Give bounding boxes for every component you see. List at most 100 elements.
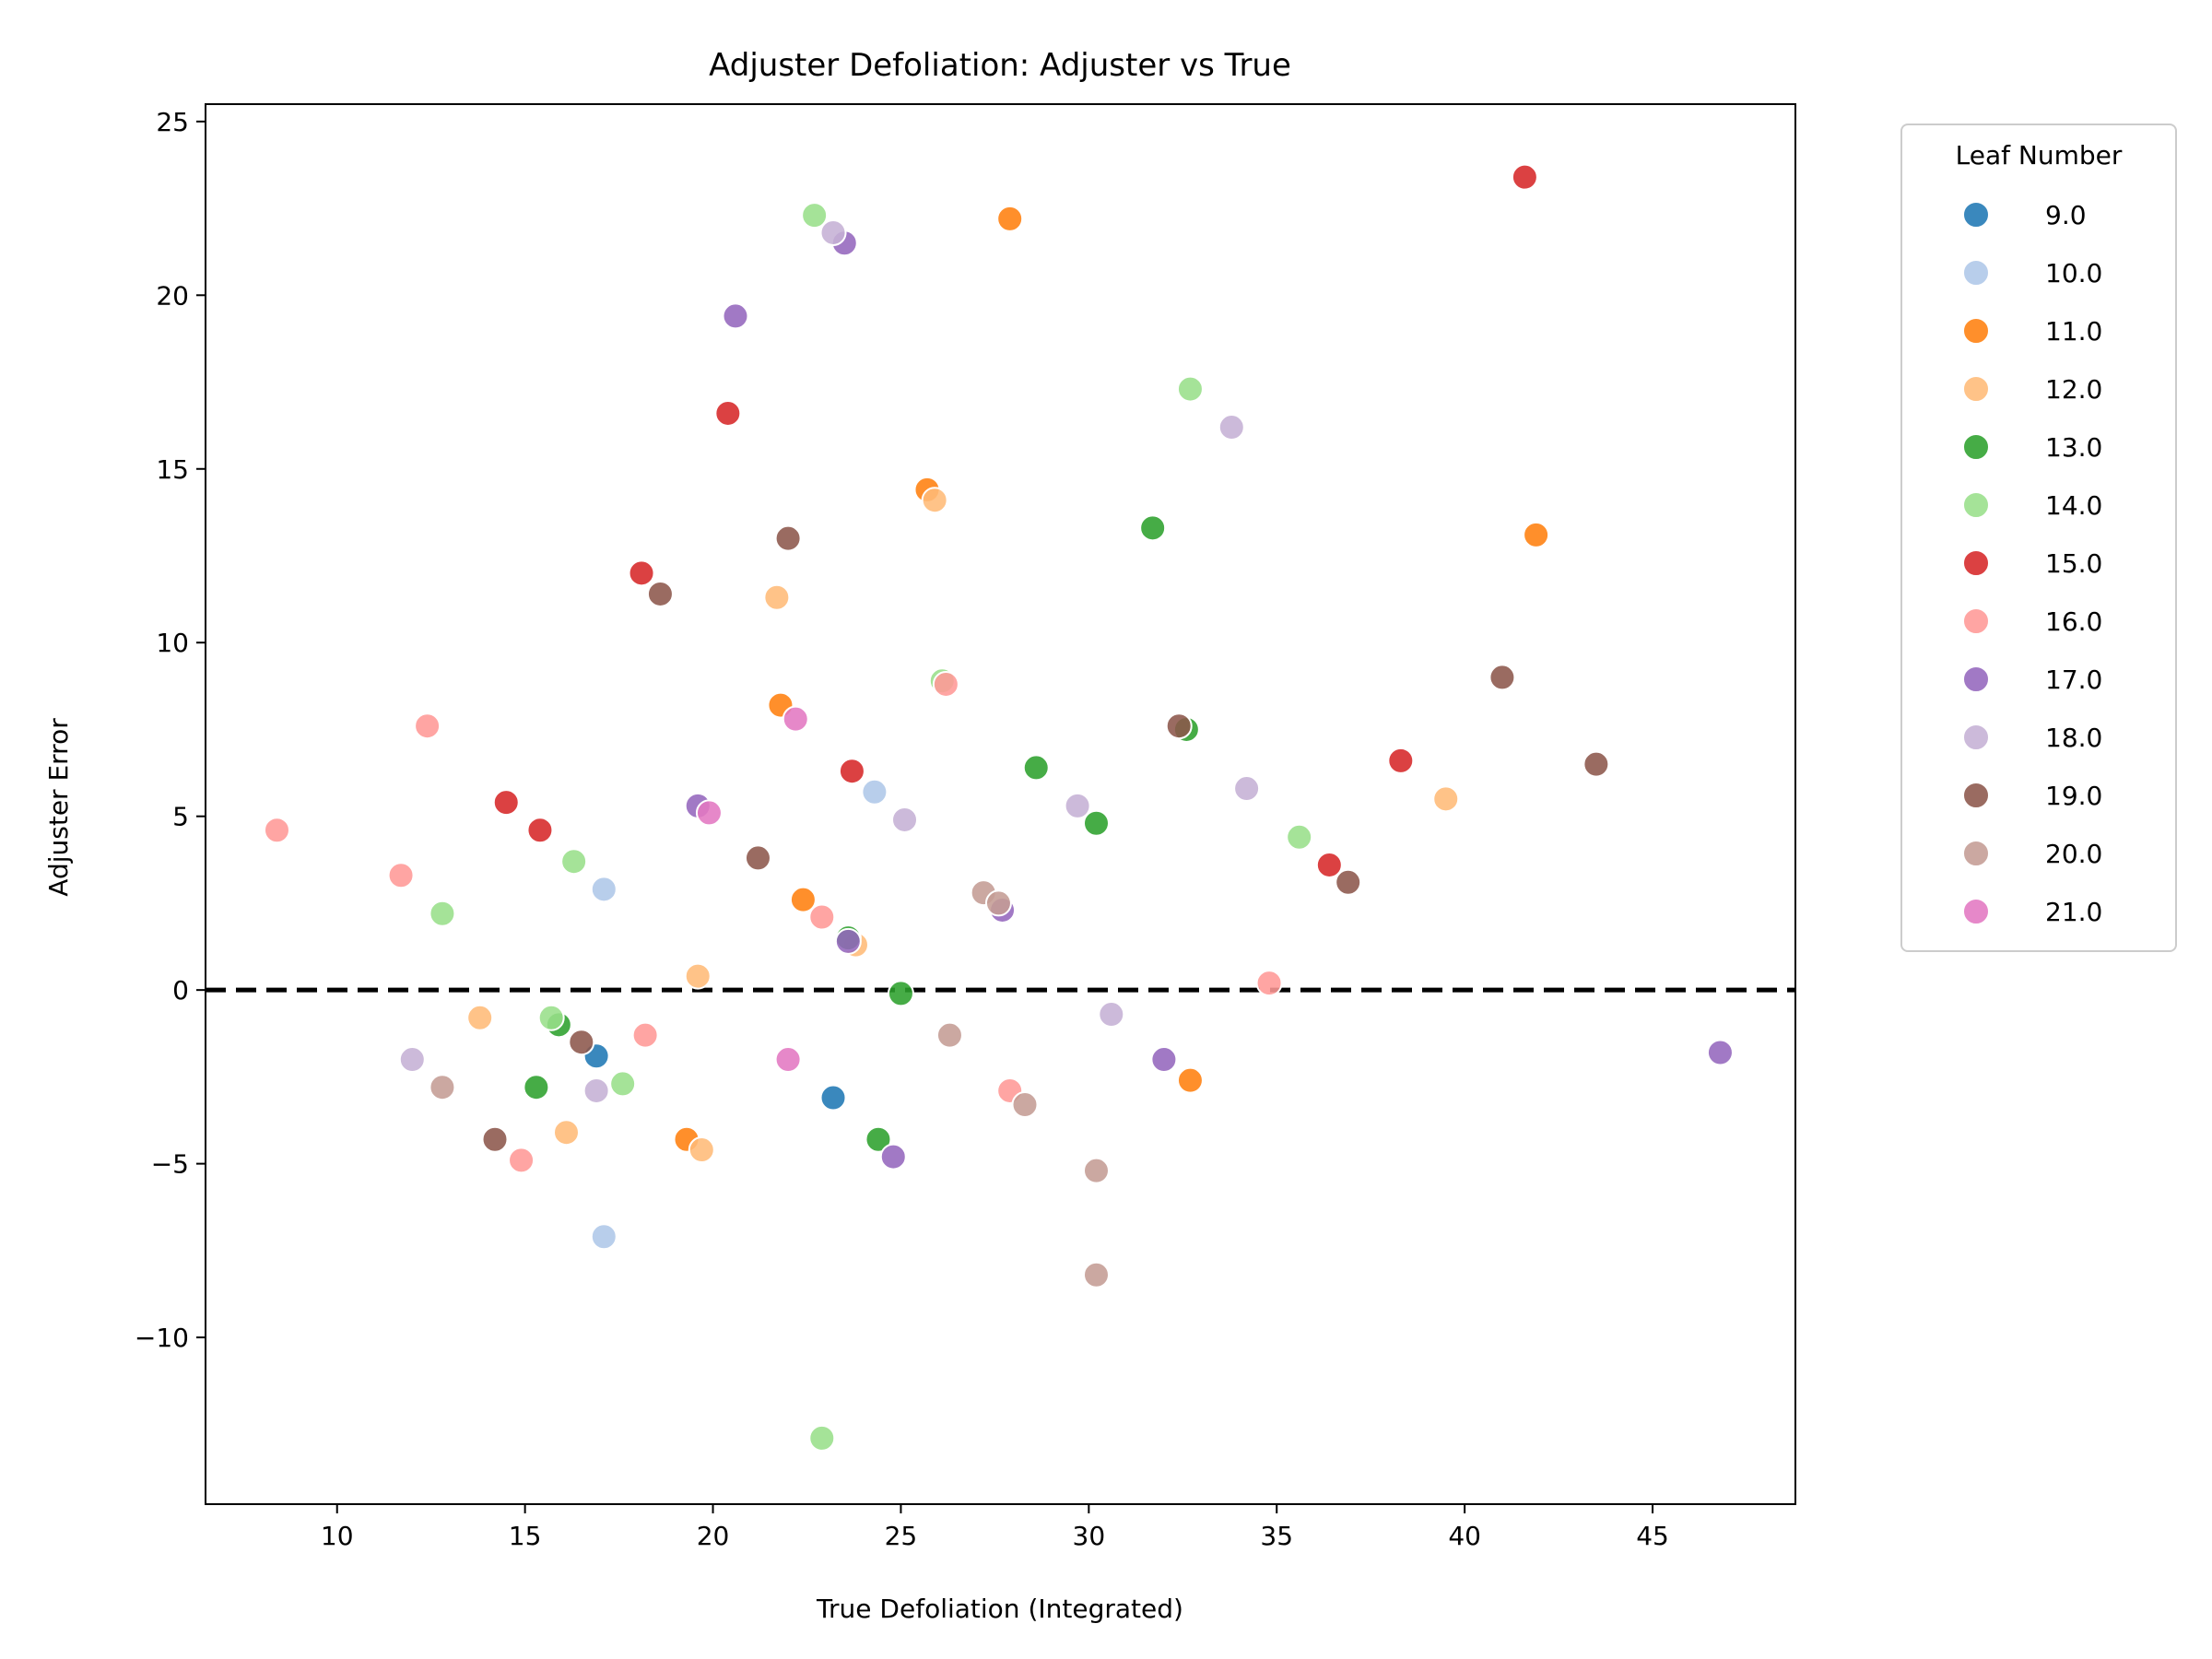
legend-marker — [1962, 491, 1990, 519]
data-point — [568, 1029, 595, 1056]
data-point — [1165, 712, 1193, 740]
data-point — [1432, 785, 1460, 813]
data-point — [1523, 521, 1550, 548]
data-point — [782, 705, 809, 733]
data-point — [526, 817, 554, 844]
data-point — [984, 889, 1012, 917]
data-point — [537, 1004, 565, 1031]
legend-label: 12.0 — [2045, 374, 2102, 405]
data-point — [429, 1074, 456, 1101]
data-point — [523, 1074, 550, 1101]
data-point — [1387, 747, 1415, 774]
data-point — [560, 848, 588, 876]
x-axis-label: True Defoliation (Integrated) — [816, 1594, 1183, 1624]
data-point — [861, 778, 888, 806]
legend-label: 17.0 — [2045, 665, 2102, 695]
data-point — [1011, 1091, 1039, 1119]
legend-marker — [1962, 549, 1990, 577]
data-point — [646, 580, 674, 607]
data-point — [932, 670, 959, 698]
y-tick-label: 25 — [156, 107, 189, 137]
data-point — [590, 1223, 618, 1251]
data-point — [808, 903, 836, 931]
data-point — [684, 962, 712, 990]
data-point — [1706, 1039, 1734, 1066]
legend-frame — [1900, 124, 2177, 952]
data-point — [722, 302, 749, 330]
data-point — [879, 1143, 907, 1171]
legend-title: Leaf Number — [1956, 140, 2123, 171]
data-point — [1082, 1261, 1110, 1288]
y-tick-label: 20 — [156, 280, 189, 311]
x-tick-label: 15 — [509, 1521, 542, 1551]
legend-marker — [1962, 782, 1990, 809]
data-point — [1139, 514, 1167, 542]
data-point — [398, 1046, 426, 1074]
chart-title: Adjuster Defoliation: Adjuster vs True — [709, 47, 1291, 84]
legend-marker — [1962, 607, 1990, 635]
data-point — [838, 758, 865, 785]
legend-label: 11.0 — [2045, 316, 2102, 347]
data-point — [628, 559, 655, 587]
y-tick-label: 15 — [156, 454, 189, 485]
data-point — [1064, 792, 1091, 819]
data-point — [590, 876, 618, 903]
legend-marker — [1962, 898, 1990, 925]
data-point — [695, 799, 723, 827]
data-point — [508, 1147, 535, 1174]
data-point — [1286, 823, 1313, 851]
x-tick-label: 25 — [885, 1521, 918, 1551]
x-tick-label: 40 — [1448, 1521, 1481, 1551]
data-point — [492, 789, 520, 817]
data-point — [774, 524, 802, 552]
data-point — [774, 1046, 802, 1074]
x-tick-label: 45 — [1636, 1521, 1669, 1551]
data-point — [1511, 163, 1538, 191]
data-point — [688, 1136, 715, 1164]
data-point — [865, 1125, 892, 1153]
data-point — [552, 1119, 580, 1147]
data-point — [1233, 775, 1261, 803]
legend-marker — [1962, 665, 1990, 693]
data-point — [1150, 1046, 1178, 1074]
legend-marker — [1962, 724, 1990, 751]
x-tick-label: 30 — [1073, 1521, 1106, 1551]
legend-label: 21.0 — [2045, 897, 2102, 927]
legend-label: 19.0 — [2045, 781, 2102, 811]
data-point — [387, 862, 415, 889]
plot-area: 10 15 20 25 30 35 40 45 −10 −5 0 5 10 15 20 25 — [135, 103, 1796, 1551]
data-point — [1176, 375, 1204, 403]
data-point — [631, 1021, 659, 1049]
legend-marker — [1962, 317, 1990, 345]
data-point — [1583, 750, 1610, 778]
data-point — [1022, 754, 1050, 782]
y-tick-label: 10 — [156, 628, 189, 658]
data-point — [819, 1084, 847, 1112]
data-point — [1218, 414, 1245, 441]
data-point — [1255, 970, 1283, 997]
y-tick-label: −5 — [151, 1149, 189, 1180]
data-point — [414, 712, 441, 740]
legend-marker — [1962, 201, 1990, 229]
legend-label: 18.0 — [2045, 723, 2102, 753]
data-point — [1082, 809, 1110, 837]
data-point — [789, 886, 817, 913]
data-point — [1098, 1001, 1125, 1029]
data-point — [921, 487, 948, 514]
data-point — [1488, 664, 1516, 691]
data-point — [481, 1125, 509, 1153]
data-point — [263, 817, 290, 844]
data-point — [1335, 868, 1362, 896]
data-point — [819, 218, 847, 246]
legend-label: 16.0 — [2045, 606, 2102, 637]
data-point — [996, 205, 1024, 232]
legend-marker — [1962, 375, 1990, 403]
data-point — [763, 583, 791, 611]
legend-label: 20.0 — [2045, 839, 2102, 869]
y-tick-label: 5 — [172, 802, 189, 832]
data-point — [1176, 1066, 1204, 1094]
data-point — [609, 1070, 637, 1098]
legend-label: 10.0 — [2045, 258, 2102, 288]
x-tick-label: 20 — [697, 1521, 730, 1551]
legend-label: 14.0 — [2045, 490, 2102, 521]
